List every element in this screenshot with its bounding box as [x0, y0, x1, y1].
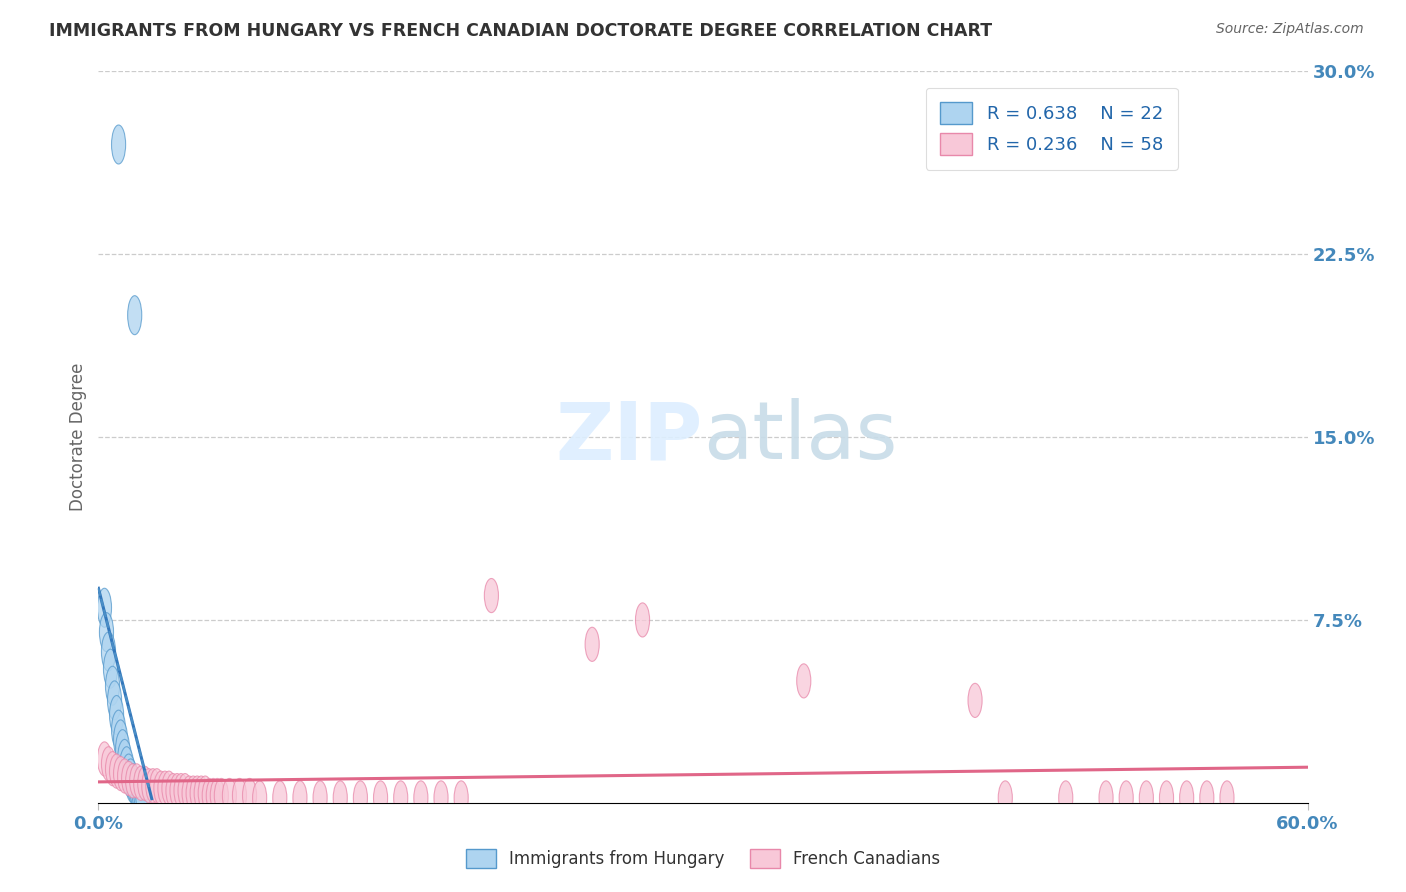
- Ellipse shape: [146, 769, 160, 803]
- Ellipse shape: [211, 779, 225, 813]
- Ellipse shape: [120, 747, 134, 786]
- Ellipse shape: [232, 779, 246, 813]
- Ellipse shape: [142, 769, 156, 803]
- Ellipse shape: [194, 776, 208, 810]
- Ellipse shape: [314, 780, 328, 815]
- Ellipse shape: [114, 720, 128, 759]
- Ellipse shape: [110, 754, 124, 789]
- Ellipse shape: [111, 710, 125, 749]
- Ellipse shape: [1059, 780, 1073, 815]
- Text: ZIP: ZIP: [555, 398, 703, 476]
- Ellipse shape: [134, 773, 148, 813]
- Ellipse shape: [138, 766, 152, 800]
- Ellipse shape: [129, 764, 143, 798]
- Text: Source: ZipAtlas.com: Source: ZipAtlas.com: [1216, 22, 1364, 37]
- Ellipse shape: [107, 681, 121, 720]
- Ellipse shape: [202, 779, 217, 813]
- Ellipse shape: [121, 754, 136, 793]
- Text: atlas: atlas: [703, 398, 897, 476]
- Ellipse shape: [118, 759, 132, 793]
- Ellipse shape: [1199, 780, 1213, 815]
- Ellipse shape: [186, 776, 200, 810]
- Ellipse shape: [128, 766, 142, 805]
- Legend: Immigrants from Hungary, French Canadians: Immigrants from Hungary, French Canadian…: [460, 843, 946, 875]
- Ellipse shape: [124, 759, 138, 798]
- Ellipse shape: [333, 780, 347, 815]
- Ellipse shape: [1119, 780, 1133, 815]
- Ellipse shape: [125, 764, 139, 798]
- Ellipse shape: [222, 779, 236, 813]
- Ellipse shape: [484, 579, 499, 613]
- Ellipse shape: [115, 730, 129, 769]
- Ellipse shape: [153, 771, 167, 805]
- Ellipse shape: [166, 773, 180, 807]
- Ellipse shape: [454, 780, 468, 815]
- Ellipse shape: [157, 771, 172, 805]
- Ellipse shape: [413, 780, 427, 815]
- Ellipse shape: [128, 295, 142, 334]
- Ellipse shape: [150, 769, 165, 803]
- Y-axis label: Doctorate Degree: Doctorate Degree: [69, 363, 87, 511]
- Text: IMMIGRANTS FROM HUNGARY VS FRENCH CANADIAN DOCTORATE DEGREE CORRELATION CHART: IMMIGRANTS FROM HUNGARY VS FRENCH CANADI…: [49, 22, 993, 40]
- Ellipse shape: [374, 780, 388, 815]
- Ellipse shape: [181, 776, 197, 810]
- Ellipse shape: [253, 780, 267, 815]
- Ellipse shape: [636, 603, 650, 637]
- Ellipse shape: [1139, 780, 1153, 815]
- Ellipse shape: [114, 756, 128, 790]
- Ellipse shape: [207, 779, 221, 813]
- Ellipse shape: [104, 649, 118, 689]
- Ellipse shape: [292, 780, 307, 815]
- Ellipse shape: [97, 742, 111, 776]
- Ellipse shape: [353, 780, 367, 815]
- Ellipse shape: [110, 696, 124, 734]
- Ellipse shape: [179, 773, 193, 807]
- Ellipse shape: [1180, 780, 1194, 815]
- Ellipse shape: [1099, 780, 1114, 815]
- Ellipse shape: [170, 773, 184, 807]
- Ellipse shape: [162, 771, 176, 805]
- Ellipse shape: [101, 632, 115, 671]
- Ellipse shape: [132, 771, 146, 810]
- Ellipse shape: [121, 762, 136, 796]
- Ellipse shape: [100, 613, 114, 652]
- Ellipse shape: [797, 664, 811, 698]
- Ellipse shape: [105, 666, 120, 706]
- Ellipse shape: [1160, 780, 1174, 815]
- Ellipse shape: [101, 747, 115, 780]
- Ellipse shape: [129, 769, 143, 807]
- Ellipse shape: [136, 776, 150, 815]
- Ellipse shape: [967, 683, 983, 717]
- Ellipse shape: [174, 773, 188, 807]
- Ellipse shape: [273, 780, 287, 815]
- Ellipse shape: [434, 780, 449, 815]
- Ellipse shape: [214, 779, 228, 813]
- Ellipse shape: [105, 752, 120, 786]
- Ellipse shape: [118, 739, 132, 779]
- Ellipse shape: [125, 764, 139, 803]
- Ellipse shape: [394, 780, 408, 815]
- Ellipse shape: [998, 780, 1012, 815]
- Ellipse shape: [242, 779, 257, 813]
- Legend: R = 0.638    N = 22, R = 0.236    N = 58: R = 0.638 N = 22, R = 0.236 N = 58: [925, 87, 1178, 169]
- Ellipse shape: [198, 776, 212, 810]
- Ellipse shape: [1220, 780, 1234, 815]
- Ellipse shape: [190, 776, 204, 810]
- Ellipse shape: [585, 627, 599, 661]
- Ellipse shape: [111, 125, 125, 164]
- Ellipse shape: [97, 588, 111, 627]
- Ellipse shape: [134, 766, 148, 800]
